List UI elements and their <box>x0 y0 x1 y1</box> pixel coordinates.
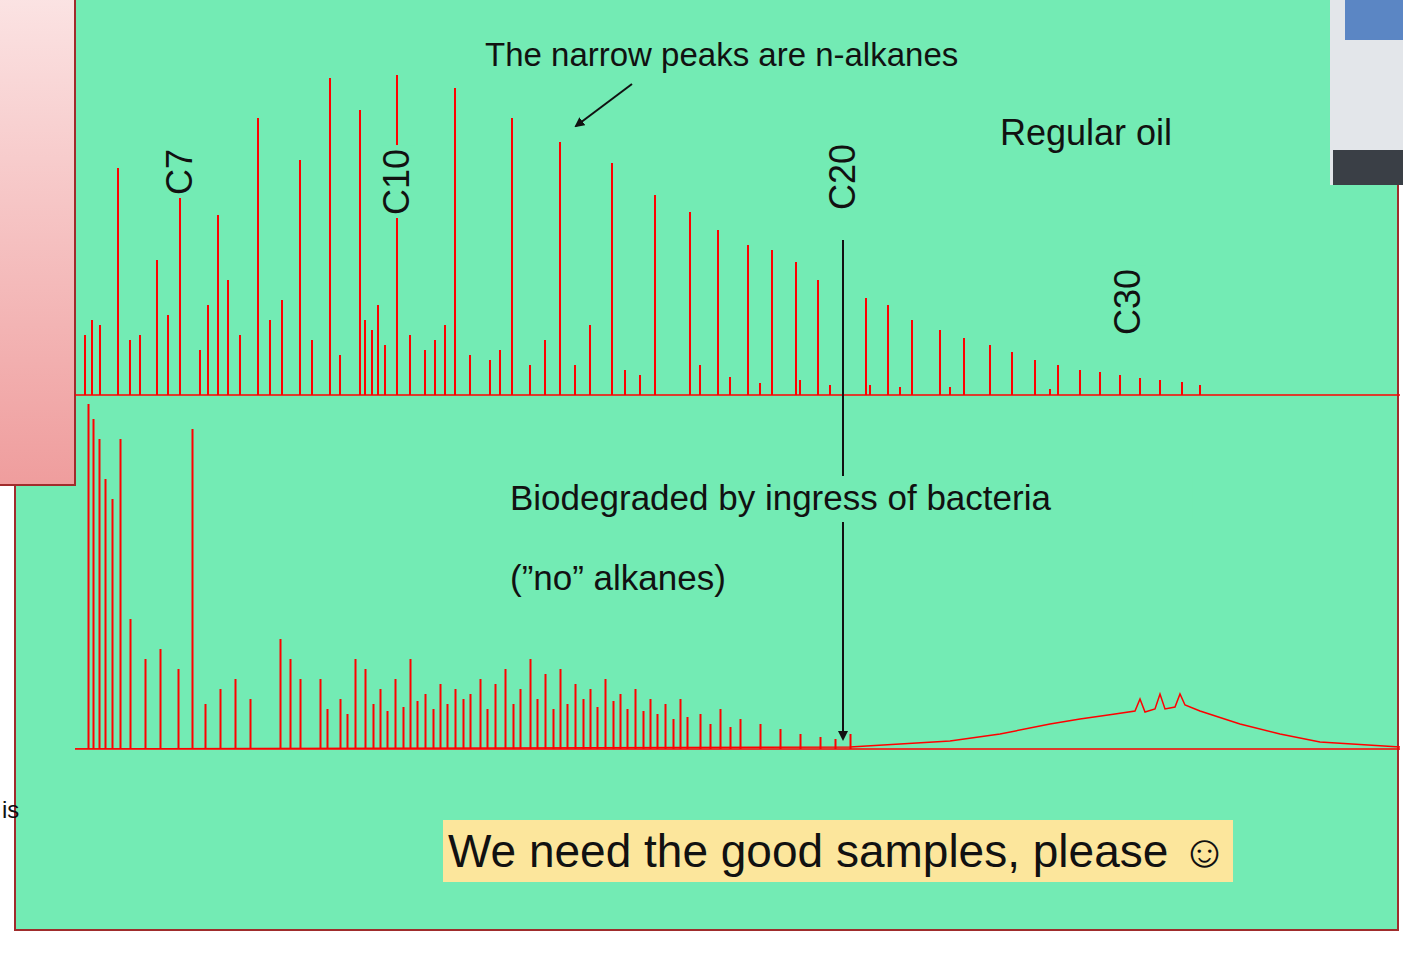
html-text:is: is <box>2 796 20 823</box>
svg-text:C20: C20 <box>822 144 863 210</box>
svg-text:The narrow peaks are n-alkanes: The narrow peaks are n-alkanes <box>485 36 958 73</box>
svg-text:(”no” alkanes): (”no” alkanes) <box>510 558 726 597</box>
html-text:We need the good samples, plea: We need the good samples, please ☺ <box>448 825 1228 877</box>
svg-text:Regular oil: Regular oil <box>1000 112 1172 153</box>
svg-text:C7: C7 <box>159 149 200 195</box>
svg-text:C30: C30 <box>1107 269 1148 335</box>
svg-text:C10: C10 <box>376 149 417 215</box>
svg-text:Biodegraded by ingress of bact: Biodegraded by ingress of bacteria <box>510 478 1051 517</box>
